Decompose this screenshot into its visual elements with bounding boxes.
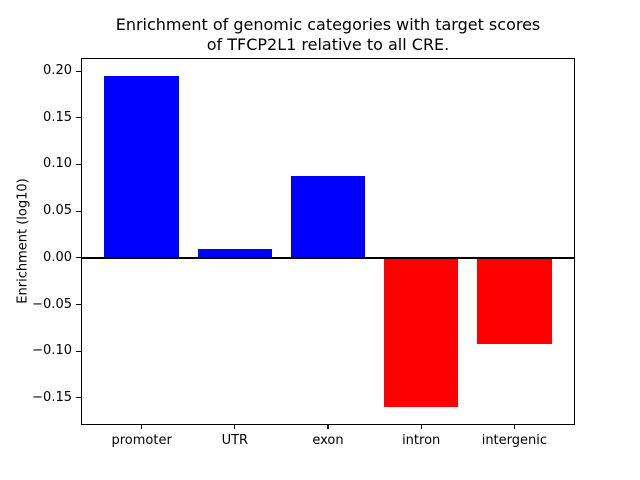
chart-title: Enrichment of genomic categories with ta…: [115, 15, 541, 55]
y-tick-mark: [76, 70, 81, 72]
x-tick-label: exon: [312, 433, 344, 448]
x-tick-mark: [327, 424, 329, 429]
x-tick-mark: [513, 424, 515, 429]
y-tick-mark: [76, 117, 81, 119]
y-tick-mark: [76, 210, 81, 212]
zero-line: [82, 256, 574, 259]
y-tick-mark: [76, 303, 81, 306]
plot-area: 0.20 0.15 0.10 0.05 0.00 −0.05 −0.10 −0.15 promo…: [32, 58, 575, 448]
y-tick-label: −0.15: [32, 390, 72, 406]
y-tick-label: 0.20: [43, 63, 72, 79]
y-tick-mark: [76, 257, 81, 259]
bar-promoter: [104, 75, 179, 258]
x-tick-label: promoter: [111, 433, 172, 448]
y-tick-label: 0.10: [43, 156, 72, 172]
bar-intron: [383, 257, 459, 408]
bar-UTR: [197, 249, 273, 258]
y-tick-label: 0.15: [43, 109, 72, 125]
x-tick-mark: [234, 424, 236, 429]
y-tick-mark: [76, 350, 81, 352]
y-tick-mark: [76, 397, 81, 399]
y-tick-label: 0.05: [43, 203, 72, 219]
x-tick-label: intron: [402, 433, 441, 448]
y-axis-label: Enrichment (log10): [15, 178, 31, 304]
x-tick-label: intergenic: [481, 433, 548, 448]
x-tick-label: UTR: [221, 433, 249, 448]
y-tick-label: −0.10: [32, 343, 72, 359]
y-tick-label: −0.05: [32, 296, 72, 312]
bar-intergenic: [477, 257, 552, 344]
y-tick-mark: [76, 163, 81, 166]
y-tick-label: 0.00: [43, 250, 72, 266]
x-tick-mark: [420, 424, 422, 429]
x-tick-mark: [141, 424, 143, 429]
bar-exon: [290, 175, 366, 258]
